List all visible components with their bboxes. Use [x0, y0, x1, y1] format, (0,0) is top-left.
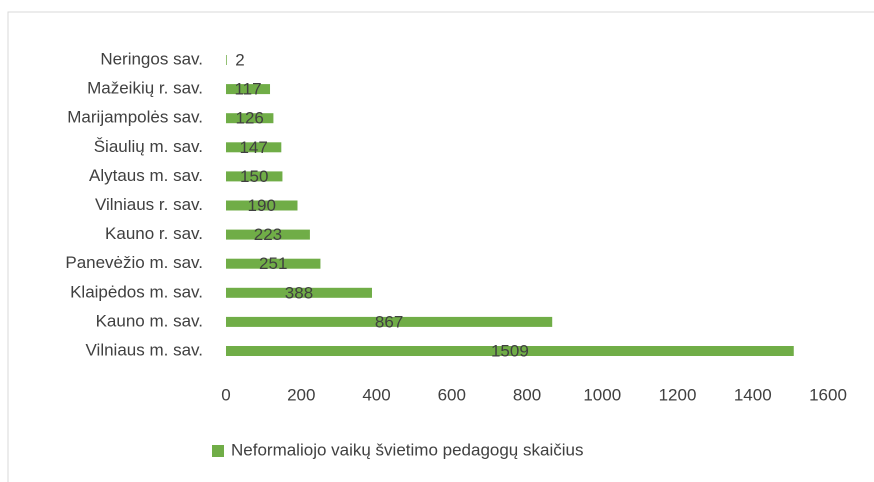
bar — [226, 113, 274, 124]
data-label: 251 — [259, 254, 287, 273]
y-tick-label: Kauno r. sav. — [105, 224, 203, 243]
y-tick-label: Mažeikių r. sav. — [87, 79, 203, 98]
legend-swatch — [212, 445, 224, 457]
bar — [226, 171, 283, 182]
y-tick-label: Panevėžio m. sav. — [65, 253, 203, 272]
data-label: 223 — [254, 225, 282, 244]
bar — [226, 55, 227, 65]
y-tick-label: Kauno m. sav. — [96, 311, 203, 330]
bar — [226, 84, 271, 95]
data-label: 147 — [239, 138, 267, 157]
y-tick-label: Neringos sav. — [100, 49, 203, 68]
bar — [226, 142, 282, 153]
x-tick-label: 800 — [513, 385, 541, 404]
bar — [226, 229, 310, 240]
bar — [226, 316, 553, 327]
data-label: 117 — [234, 80, 261, 99]
x-tick-label: 1000 — [583, 385, 621, 404]
x-tick-label: 1400 — [734, 385, 772, 404]
x-tick-label: 600 — [438, 385, 466, 404]
y-tick-label: Alytaus m. sav. — [89, 166, 203, 185]
bar — [226, 200, 298, 211]
data-label: 126 — [236, 109, 264, 128]
y-tick-label: Šiaulių m. sav. — [94, 137, 203, 156]
bar — [226, 258, 321, 269]
x-tick-label: 1600 — [809, 385, 847, 404]
y-tick-label: Vilniaus m. sav. — [86, 340, 203, 359]
data-label: 150 — [240, 167, 268, 186]
data-label: 190 — [248, 196, 276, 215]
x-tick-label: 1200 — [659, 385, 697, 404]
bar — [226, 346, 794, 356]
x-tick-label: 200 — [287, 385, 315, 404]
data-label: 867 — [375, 312, 403, 331]
data-label: 1509 — [491, 341, 529, 360]
y-tick-label: Klaipėdos m. sav. — [70, 282, 203, 301]
legend-label: Neformaliojo vaikų švietimo pedagogų ska… — [231, 440, 583, 459]
y-tick-label: Vilniaus r. sav. — [95, 195, 203, 214]
x-tick-label: 400 — [362, 385, 390, 404]
bar — [226, 287, 372, 298]
y-tick-label: Marijampolės sav. — [67, 108, 203, 127]
data-label: 388 — [285, 283, 313, 302]
x-tick-label: 0 — [221, 385, 230, 404]
chart-frame — [7, 11, 874, 482]
data-label: 2 — [235, 50, 244, 69]
